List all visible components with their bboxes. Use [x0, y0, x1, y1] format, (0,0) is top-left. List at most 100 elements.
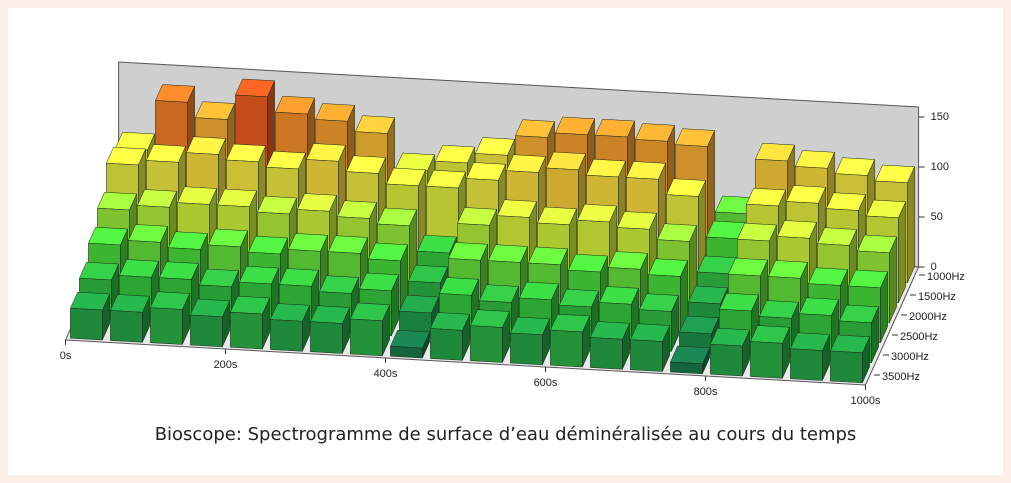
block-top [577, 203, 617, 223]
block-top [590, 321, 630, 340]
block-top [226, 143, 266, 163]
block-top [550, 313, 590, 333]
block-front [670, 361, 703, 375]
block-top [826, 192, 866, 211]
block-top [230, 295, 270, 315]
y-tick-label: 2500Hz [900, 331, 938, 343]
block-top [239, 265, 279, 285]
block-top [466, 162, 506, 181]
x-tick-label: 1000s [851, 395, 881, 407]
block-top [666, 178, 706, 197]
block-top [679, 315, 719, 335]
block-top [155, 84, 195, 103]
block-top [457, 207, 497, 226]
z-tick-label: 0 [931, 261, 937, 273]
block-top [599, 286, 639, 305]
block-top [857, 234, 897, 254]
block-top [737, 222, 777, 242]
z-tick-label: 150 [931, 111, 949, 123]
block-top [497, 199, 537, 218]
block-top [519, 281, 559, 301]
block-top [719, 292, 759, 312]
x-tick-label: 0s [60, 350, 72, 362]
block-front [350, 318, 383, 357]
block-top [217, 188, 257, 208]
block-top [586, 158, 626, 178]
block-top [199, 268, 239, 288]
block-top [759, 300, 799, 319]
block-front [230, 311, 263, 350]
block-front [550, 329, 583, 368]
block-top [470, 309, 510, 328]
block-top [848, 269, 888, 289]
block-top [288, 233, 328, 252]
block-top [395, 152, 435, 172]
block-top [355, 115, 395, 134]
block-top [235, 78, 275, 98]
block-top [328, 235, 368, 254]
block-top [146, 144, 186, 163]
block-top [546, 151, 586, 171]
block-top [337, 200, 377, 219]
y-tick-label: 3500Hz [882, 371, 920, 383]
block-top [799, 297, 839, 316]
block-top [768, 260, 808, 279]
block-top [319, 275, 359, 294]
block-top [639, 293, 679, 312]
y-tick-label: 3000Hz [891, 351, 929, 363]
z-tick-label: 50 [931, 211, 943, 223]
block-top [195, 101, 235, 120]
block-top [475, 137, 515, 156]
block-top [790, 332, 830, 351]
block-top [137, 189, 177, 208]
x-tick-label: 600s [534, 377, 558, 389]
block-top [506, 154, 546, 173]
block-top [630, 323, 670, 342]
block-top [435, 144, 475, 164]
block-top [297, 193, 337, 212]
caption: Bioscope: Spectrogramme de surface d’eau… [154, 424, 857, 445]
y-tick-label: 1000Hz [927, 271, 965, 283]
block-top [866, 199, 906, 219]
block-front [270, 319, 303, 352]
block-top [368, 242, 408, 262]
block-top [110, 294, 150, 313]
block-top [190, 298, 230, 318]
block-top [830, 334, 870, 354]
block-front [310, 321, 343, 354]
block-top [315, 103, 355, 122]
block-top [555, 116, 595, 136]
block-top [817, 227, 857, 246]
block-front [470, 325, 503, 363]
block-top [839, 304, 879, 324]
block-front [830, 350, 863, 384]
block-top [648, 258, 688, 277]
block-top [675, 128, 715, 147]
block-top [559, 288, 599, 308]
block-top [359, 272, 399, 292]
block-top [79, 261, 119, 281]
block-top [755, 142, 795, 162]
block-front [110, 310, 143, 343]
block-top [777, 220, 817, 239]
block-top [750, 325, 790, 344]
block-top [408, 264, 448, 284]
block-top [128, 224, 168, 243]
block-top [177, 186, 217, 205]
block-top [515, 119, 555, 138]
block-top [608, 251, 648, 270]
block-top [835, 157, 875, 176]
block-top [115, 131, 155, 151]
block-top [657, 223, 697, 242]
block-top [537, 206, 577, 226]
block-front [190, 314, 223, 348]
block-front [710, 343, 743, 377]
block-front [750, 341, 783, 379]
block-front [510, 332, 543, 366]
block-top [377, 207, 417, 227]
block-top [70, 291, 110, 311]
block-top [248, 235, 288, 255]
block-top [417, 234, 457, 254]
